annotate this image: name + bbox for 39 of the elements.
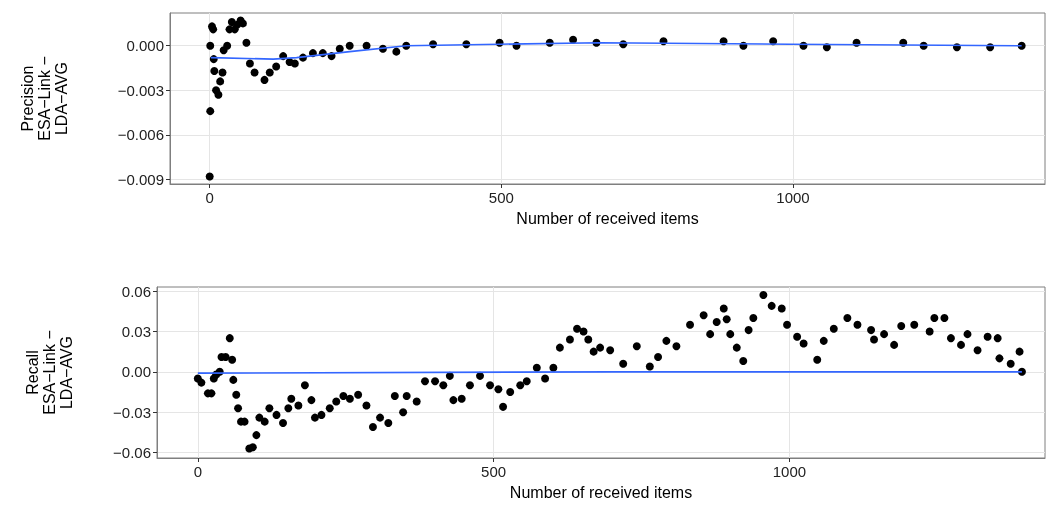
y-tick-label: −0.009 (117, 171, 164, 189)
y-axis-title: Recall ESA−Link − LDA−AVG (24, 330, 75, 415)
x-tick-label: 500 (488, 189, 514, 206)
point (362, 41, 371, 50)
y-tick-label: −0.003 (117, 81, 164, 99)
y-tick-label: 0.000 (126, 37, 164, 55)
point (206, 41, 215, 50)
point (214, 90, 223, 99)
point (335, 44, 344, 53)
y-axis-title: Precision ESA−Link − LDA−AVG (19, 56, 70, 141)
point (265, 68, 274, 77)
point (206, 107, 215, 116)
point (392, 47, 401, 56)
point (218, 68, 227, 77)
point (290, 59, 299, 68)
point (242, 38, 251, 47)
point (250, 68, 259, 77)
point (260, 75, 269, 84)
x-tick-label: 0 (205, 189, 214, 206)
point (245, 59, 254, 68)
x-tick-label: 0 (193, 463, 202, 480)
y-tick-label: 0.06 (121, 282, 151, 300)
x-tick-label: 1000 (772, 463, 807, 480)
point (205, 172, 214, 181)
y-tick-label: 0.03 (121, 322, 151, 340)
point (345, 41, 354, 50)
x-tick-label: 1000 (776, 189, 810, 206)
point (223, 41, 232, 50)
x-axis-title: Number of received items (509, 483, 693, 501)
y-tick-label: 0.00 (121, 363, 151, 381)
point (216, 77, 225, 86)
point (272, 62, 281, 71)
x-axis-title: Number of received items (516, 209, 699, 227)
x-tick-label: 500 (481, 463, 507, 480)
y-tick-label: −0.03 (113, 403, 151, 421)
y-tick-label: −0.06 (113, 444, 151, 462)
point (210, 66, 219, 75)
point (1017, 41, 1026, 50)
y-tick-label: −0.006 (117, 126, 164, 144)
